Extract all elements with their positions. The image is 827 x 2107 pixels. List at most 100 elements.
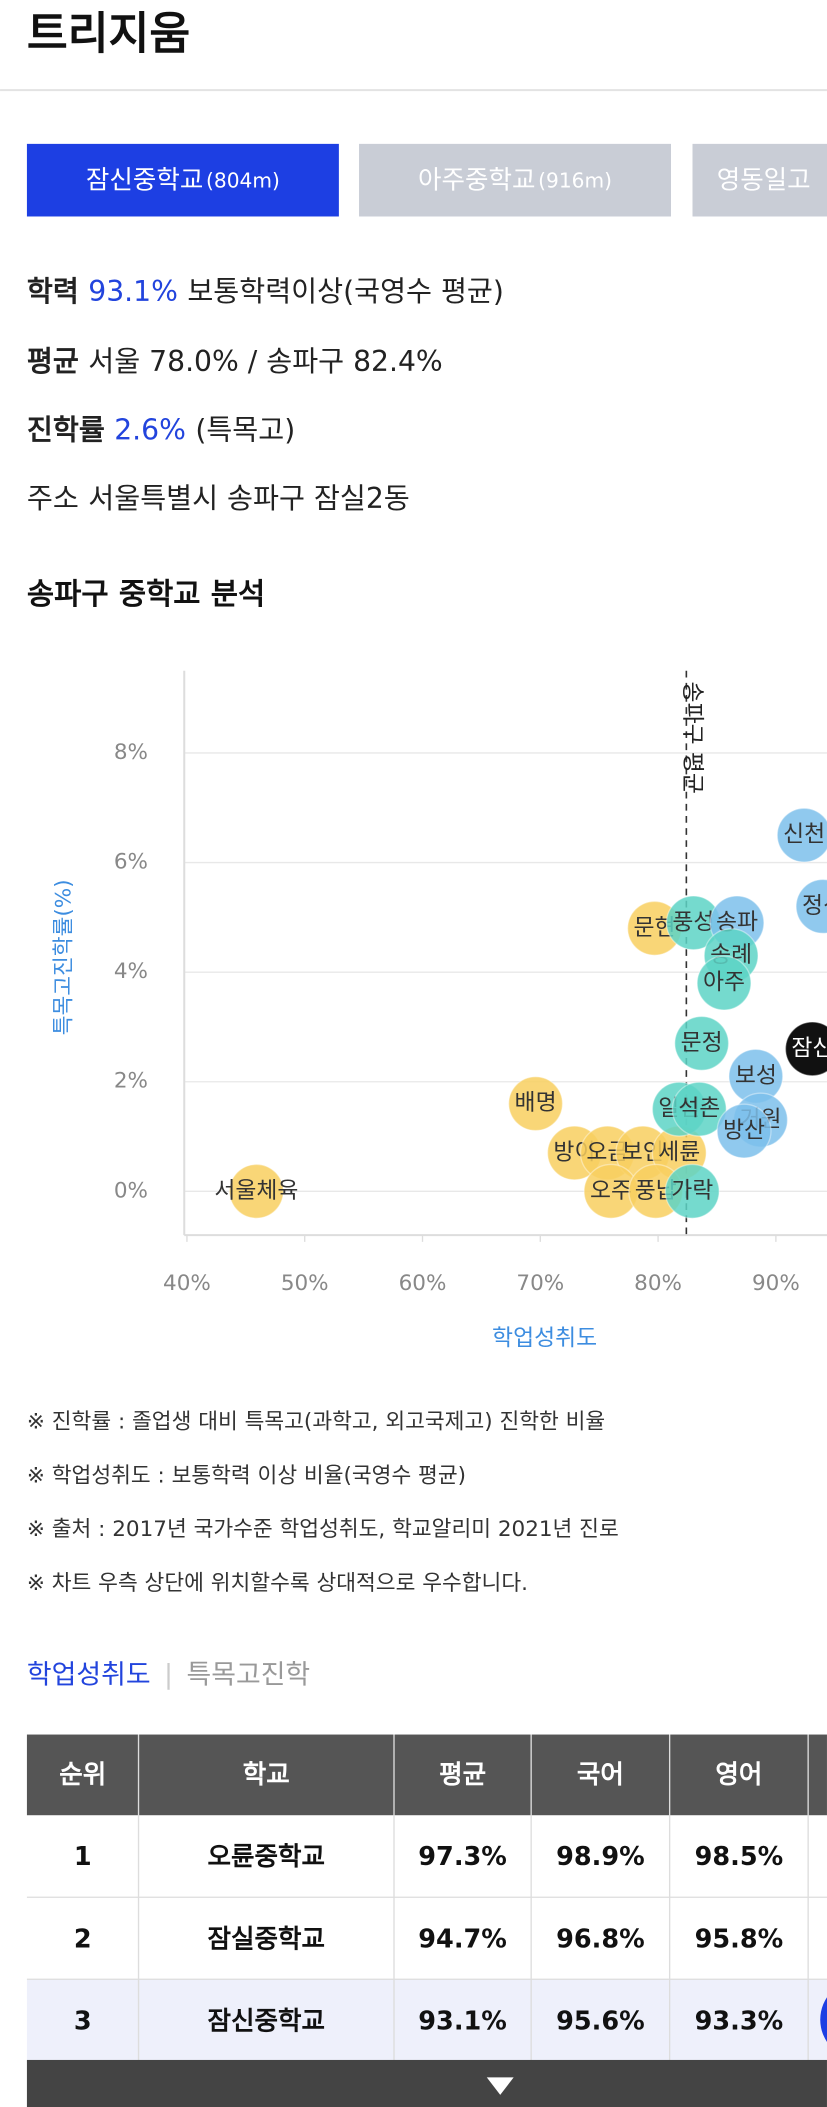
note: ※ 차트 우측 상단에 위치할수록 상대적으로 우수합니다. xyxy=(27,1571,528,1596)
table-cell: 97.3% xyxy=(418,1842,507,1872)
expand-arrow[interactable] xyxy=(486,2077,514,2095)
info-line: 평균 서울 78.0% / 송파구 82.4% xyxy=(27,345,443,378)
table-cell: 오륜중학교 xyxy=(208,1842,325,1872)
section-title: 송파구 중학교 분석 xyxy=(27,577,265,611)
point xyxy=(664,1163,720,1219)
point-label: 배명 xyxy=(515,1090,557,1116)
x-tick-label: 60% xyxy=(399,1271,447,1296)
info-label: 진학률 xyxy=(27,414,105,447)
table-cell: 2 xyxy=(74,1924,92,1954)
point xyxy=(784,1021,827,1077)
note: ※ 학업성취도 : 보통학력 이상 비율(국영수 평균) xyxy=(27,1463,466,1488)
tab[interactable] xyxy=(359,143,671,217)
point-label: 문정 xyxy=(681,1030,723,1056)
point xyxy=(674,1015,730,1071)
info-text: (특목고) xyxy=(195,414,295,447)
tab-name[interactable]: 아주중학교 xyxy=(418,166,535,196)
x-tick-label: 40% xyxy=(163,1271,211,1296)
point xyxy=(696,955,752,1011)
column-header: 학교 xyxy=(243,1760,290,1790)
table-cell: 1 xyxy=(74,1842,92,1872)
table-cell: 98.5% xyxy=(695,1842,784,1872)
table-cell: 93.3% xyxy=(695,2006,784,2036)
x-tick-label: 50% xyxy=(281,1271,329,1296)
floating-button[interactable] xyxy=(820,1979,827,2060)
table-cell: 94.7% xyxy=(418,1924,507,1954)
table-cell: 96.8% xyxy=(556,1924,645,1954)
table-cell: 93.1% xyxy=(418,2006,507,2036)
x-tick-label: 70% xyxy=(516,1271,564,1296)
table-cell: 잠실중학교 xyxy=(208,1924,325,1954)
tab-name[interactable]: 영동일고 xyxy=(717,166,811,196)
table-header-bg xyxy=(26,1734,827,1816)
page-title: 트리지움 xyxy=(27,8,190,59)
info-value: 2.6% xyxy=(114,414,186,447)
point-label: 아주 xyxy=(703,970,745,996)
point xyxy=(671,1081,727,1137)
point xyxy=(795,878,827,934)
x-tick-label: 90% xyxy=(752,1271,800,1296)
column-header: 평균 xyxy=(439,1760,486,1790)
info-text: 보통학력이상(국영수 평균) xyxy=(187,275,504,308)
tab-distance[interactable]: (916m) xyxy=(538,168,612,192)
point-label: 잠신 xyxy=(791,1035,827,1061)
table-cell: 98.9% xyxy=(556,1842,645,1872)
tab-label[interactable]: 아주중학교 (916m) xyxy=(418,166,612,196)
highlight-row xyxy=(26,1979,827,2060)
point-label: 석촌 xyxy=(678,1096,720,1122)
notes: ※ 진학률 : 졸업생 대비 특목고(과학고, 외고국제고) 진학한 비율 ※ 학… xyxy=(27,1410,619,1596)
y-tick-label: 6% xyxy=(114,850,148,875)
column-header: 순위 xyxy=(59,1760,106,1790)
tab-label[interactable]: 잠신중학교 (804m) xyxy=(86,166,280,196)
table-cell: 95.6% xyxy=(556,2006,645,2036)
table-tabs: 학업성취도 | 특목고진학 xyxy=(27,1659,310,1690)
info-line: 학력 93.1% 보통학력이상(국영수 평균) xyxy=(27,275,504,308)
info-text: 서울 78.0% / 송파구 82.4% xyxy=(88,345,442,378)
info-line: 주소 서울특별시 송파구 잠실2동 xyxy=(27,482,410,515)
point-label: 오주 xyxy=(590,1178,632,1204)
point xyxy=(716,1103,772,1159)
tab-name[interactable]: 잠신중학교 xyxy=(86,166,203,196)
table-tab[interactable]: 특목고진학 xyxy=(187,1659,311,1690)
point-label: 방산 xyxy=(723,1118,765,1144)
point xyxy=(776,807,827,863)
ranking-table: 순위 학교 평균 국어 영어 1 오륜중학교 97.3% 98.9% 98.5% 2 잠실중학교 94.… xyxy=(26,1734,827,2062)
point-label: 보성 xyxy=(735,1063,777,1089)
y-axis-label: 특목고진학률(%) xyxy=(52,879,77,1035)
info-line: 진학률 2.6% (특목고) xyxy=(27,414,295,447)
note: ※ 진학률 : 졸업생 대비 특목고(과학고, 외고국제고) 진학한 비율 xyxy=(27,1410,605,1435)
x-axis-label: 학업성취도 xyxy=(492,1326,597,1352)
info-text: 서울특별시 송파구 잠실2동 xyxy=(88,482,409,515)
point xyxy=(228,1163,284,1219)
note: ※ 출처 : 2017년 국가수준 학업성취도, 학교알리미 2021년 진로 xyxy=(27,1517,619,1542)
point xyxy=(508,1076,564,1132)
table-cell: 3 xyxy=(74,2006,92,2036)
scatter-chart: 0% 2% 4% 6% 8% 40% 50% 60% 70% 80% 90% 학업성취도 특목고진학률(… xyxy=(52,670,827,1352)
separator: | xyxy=(164,1659,173,1690)
y-tick-label: 0% xyxy=(114,1178,148,1203)
y-tick-label: 4% xyxy=(114,959,148,984)
y-tick-label: 8% xyxy=(114,740,148,765)
table-cell: 잠신중학교 xyxy=(208,2006,325,2036)
point-label: 신천 xyxy=(783,822,825,848)
tab-active[interactable] xyxy=(26,143,339,217)
info-value: 93.1% xyxy=(88,275,178,308)
column-header: 국어 xyxy=(577,1760,624,1790)
y-tick-label: 2% xyxy=(114,1069,148,1094)
tab-distance[interactable]: (804m) xyxy=(206,168,280,192)
point-label: 가락 xyxy=(671,1178,713,1204)
table-cell: 95.8% xyxy=(695,1924,784,1954)
more-bar[interactable] xyxy=(26,2059,827,2107)
tab[interactable] xyxy=(692,143,827,217)
point-label: 정신 xyxy=(802,893,827,919)
x-tick-label: 80% xyxy=(634,1271,682,1296)
point-label: 서울체육 xyxy=(214,1178,298,1204)
info-label: 평균 xyxy=(27,345,79,378)
point-label: 세륜 xyxy=(658,1139,700,1165)
point-label: 풍성 xyxy=(672,909,714,935)
column-header: 영어 xyxy=(715,1760,762,1790)
table-tab-active[interactable]: 학업성취도 xyxy=(27,1659,151,1690)
info-label: 주소 xyxy=(27,482,79,515)
